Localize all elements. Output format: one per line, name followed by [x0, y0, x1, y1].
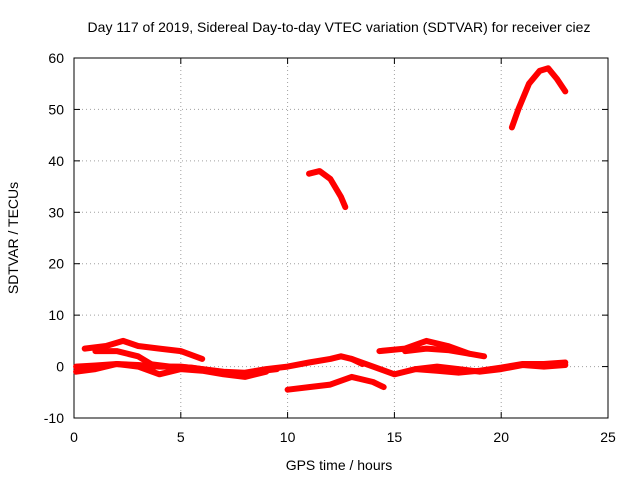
series-arc-4: [92, 348, 159, 370]
x-tick-label: 25: [600, 429, 616, 445]
tick-layer: 0 5 10 15 20 25 -10 0 10 20 30 40 50 60: [44, 50, 616, 445]
x-tick-label: 20: [493, 429, 509, 445]
series-arc-6: [284, 373, 387, 393]
y-tick-label: 20: [48, 256, 64, 272]
y-tick-label: 40: [48, 153, 64, 169]
x-tick-label: 15: [387, 429, 403, 445]
series-arc-12: [508, 65, 569, 131]
chart-title: Day 117 of 2019, Sidereal Day-to-day VTE…: [88, 19, 591, 35]
series-layer: [73, 65, 569, 393]
y-tick-label: 50: [48, 101, 64, 117]
plot-frame: [73, 57, 609, 419]
y-axis-label: SDTVAR / TECUs: [5, 182, 21, 294]
x-tick-label: 10: [280, 429, 296, 445]
series-arc-10: [402, 345, 473, 357]
series-arc-3: [81, 337, 206, 362]
series-arc-7: [306, 168, 349, 211]
series-arc-5: [145, 361, 280, 378]
x-tick-label: 5: [177, 429, 185, 445]
y-tick-label: 30: [48, 204, 64, 220]
y-tick-label: -10: [44, 410, 64, 426]
y-tick-label: 10: [48, 307, 64, 323]
y-tick-label: 60: [48, 50, 64, 66]
series-arc-11: [412, 359, 569, 376]
y-tick-label: 0: [56, 359, 64, 375]
x-axis-label: GPS time / hours: [286, 457, 393, 473]
x-tick-label: 0: [70, 429, 78, 445]
grid-layer: [74, 58, 608, 418]
